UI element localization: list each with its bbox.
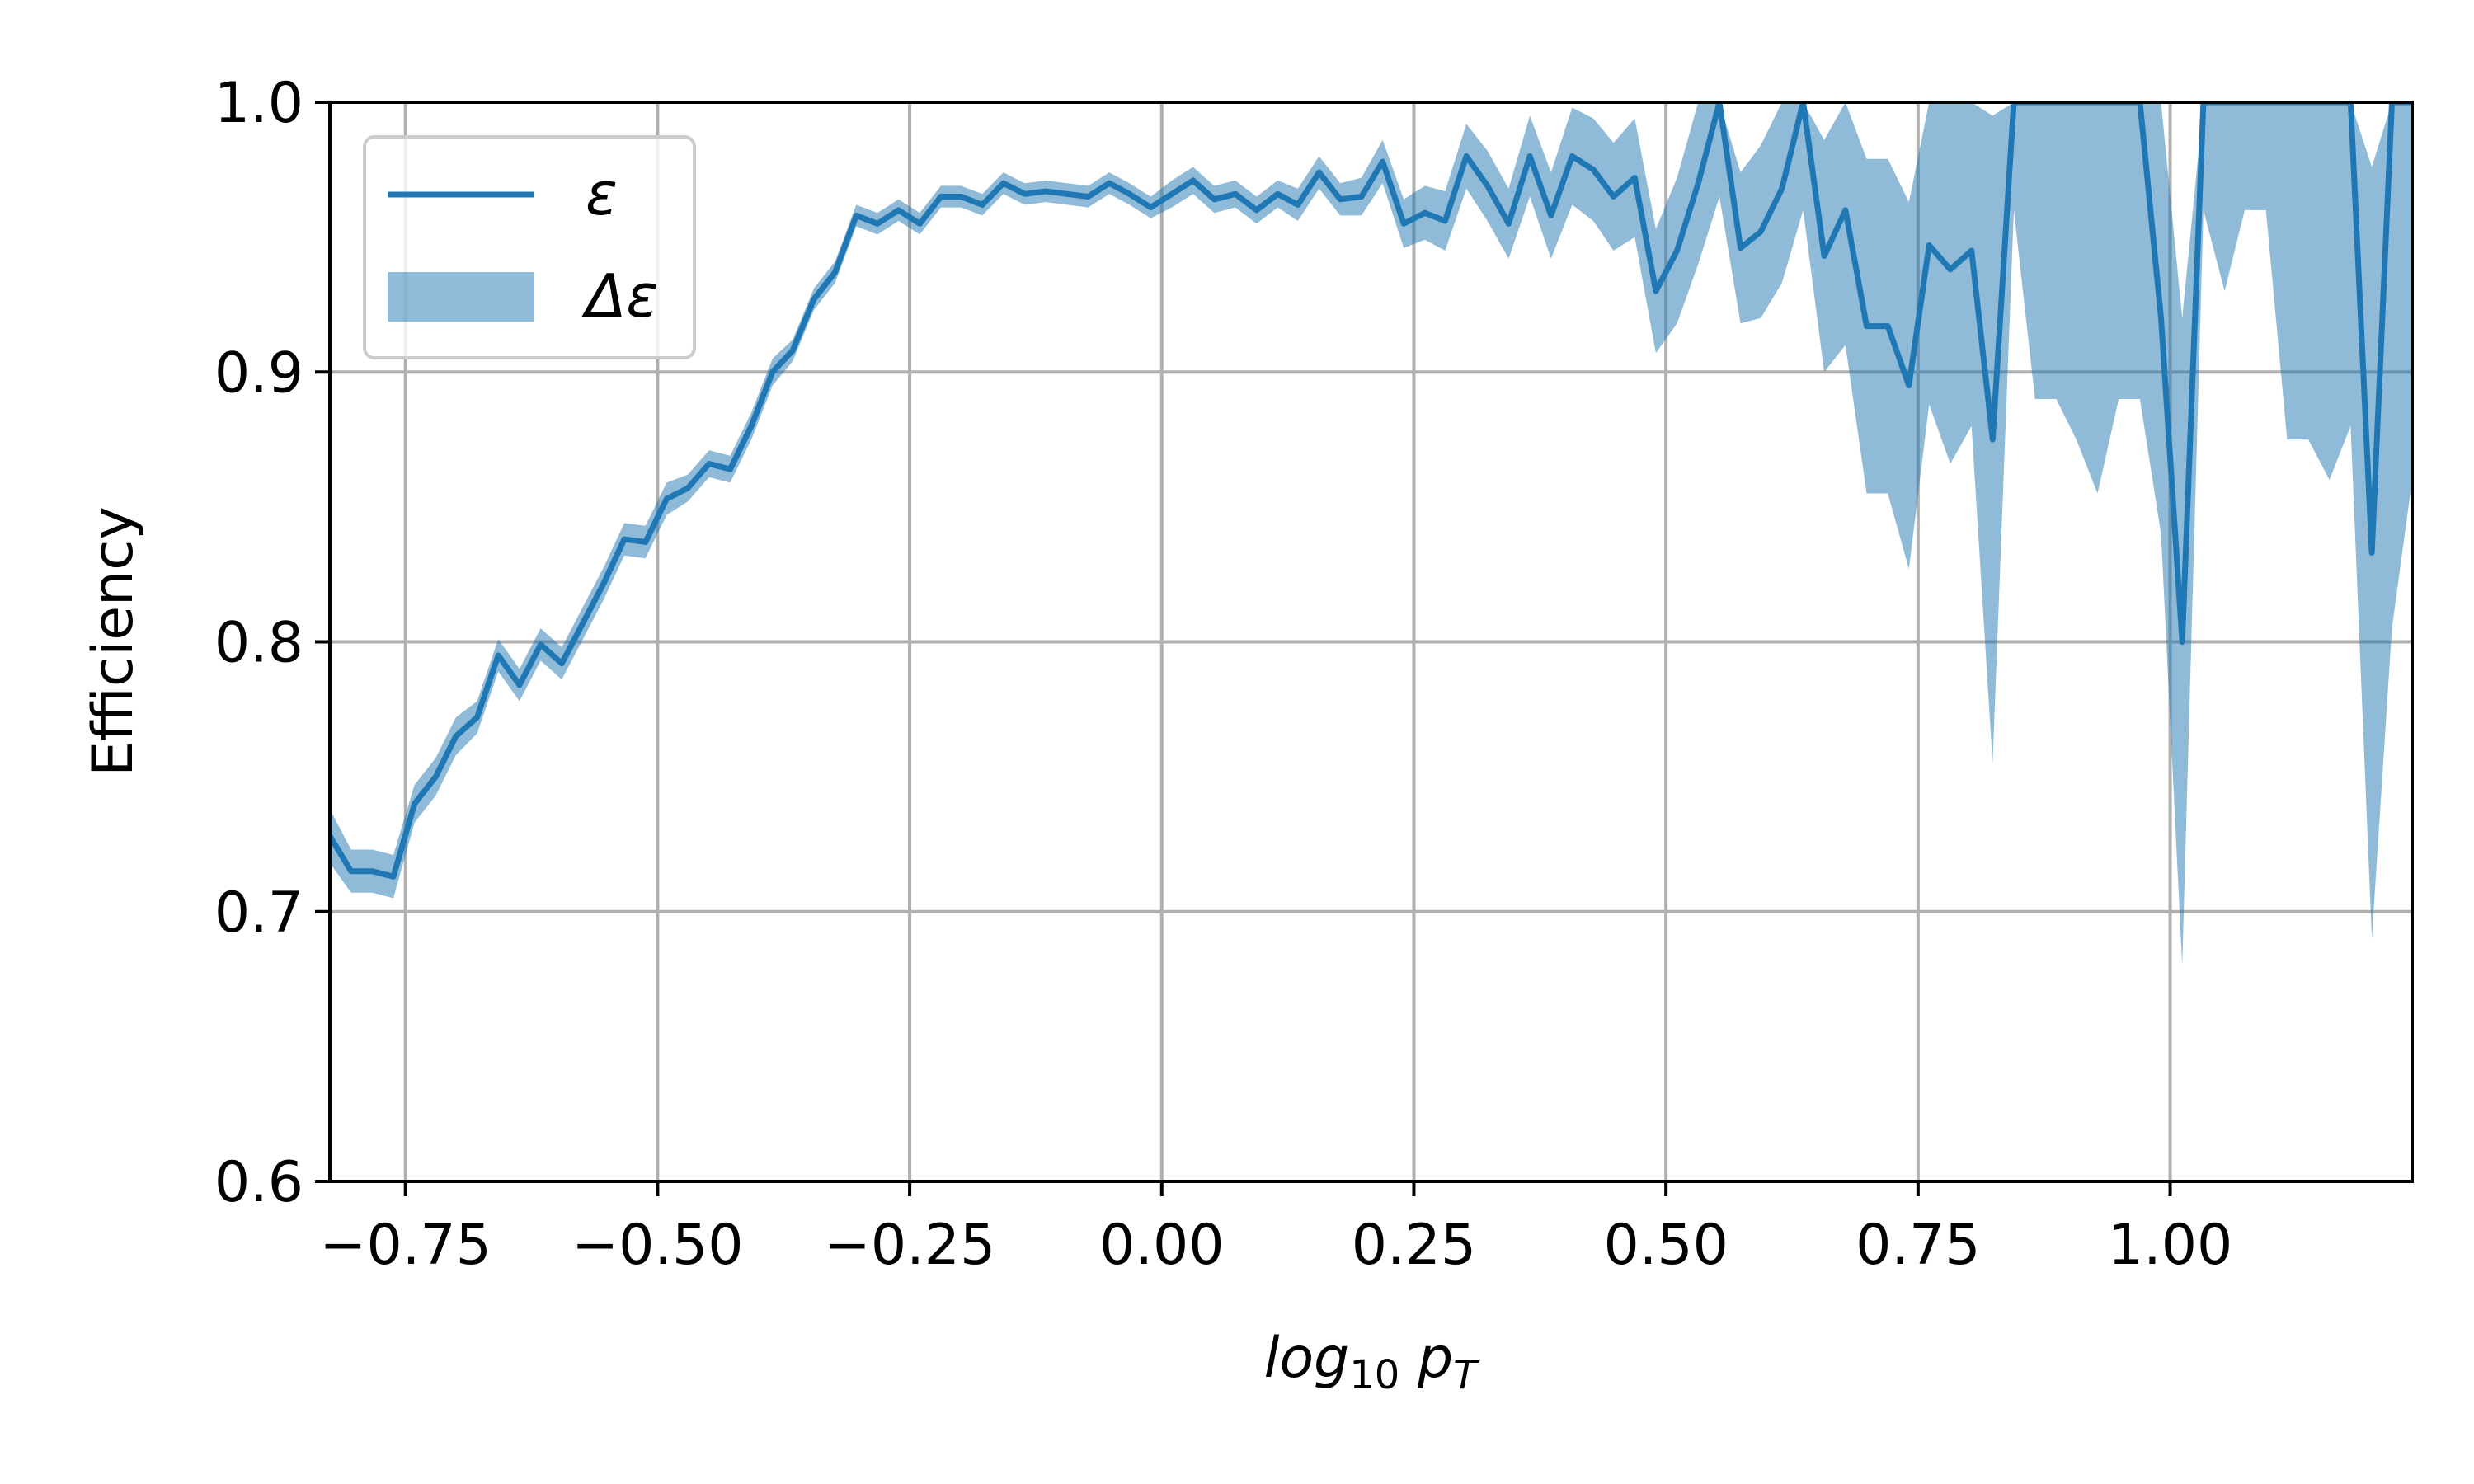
- uncertainty-band: [330, 102, 2412, 966]
- legend-line-label: ε: [586, 159, 618, 228]
- x-tick-label: −0.75: [320, 1213, 492, 1278]
- x-tick-label: −0.25: [824, 1213, 995, 1278]
- x-tick-label: 0.25: [1352, 1213, 1476, 1278]
- x-tick-label: 1.00: [2108, 1213, 2232, 1278]
- x-tick-label: 0.75: [1856, 1213, 1980, 1278]
- x-tick-label: 0.50: [1603, 1213, 1728, 1278]
- x-axis-label-var: p: [1417, 1326, 1453, 1391]
- y-tick-label: 1.0: [214, 71, 303, 136]
- legend: ε Δε: [363, 135, 696, 359]
- y-tick-label: 0.6: [214, 1150, 303, 1215]
- x-axis-label-base: log: [1264, 1326, 1350, 1391]
- y-axis-label: Efficiency: [81, 506, 146, 777]
- ticks: −0.75 −0.50 −0.25 0.00 0.25 0.50 0.75 1.00 0.6 0.…: [214, 71, 2232, 1278]
- efficiency-line: [330, 102, 2412, 880]
- x-tick-label: −0.50: [571, 1213, 743, 1278]
- legend-band-label: Δε: [581, 261, 658, 331]
- x-axis-label-base-sub: 10: [1349, 1352, 1399, 1398]
- x-axis-label: log10 pT: [1264, 1326, 1481, 1398]
- y-tick-label: 0.8: [214, 611, 303, 676]
- x-axis-label-var-sub: T: [1453, 1352, 1480, 1398]
- plot-area: [330, 102, 2412, 966]
- y-tick-label: 0.7: [214, 881, 303, 946]
- y-tick-label: 0.9: [214, 340, 303, 406]
- x-tick-label: 0.00: [1099, 1213, 1224, 1278]
- legend-band-swatch: [388, 272, 534, 322]
